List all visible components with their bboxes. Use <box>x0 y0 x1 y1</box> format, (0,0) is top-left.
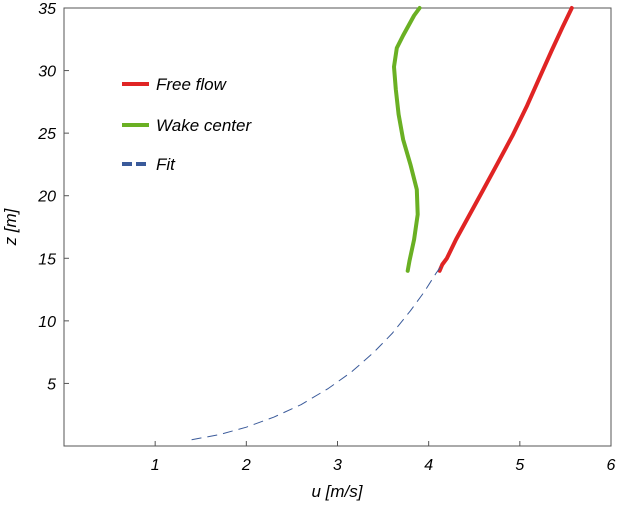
x-axis-label: u [m/s] <box>311 482 363 501</box>
y-axis-label: z [m] <box>1 207 20 246</box>
series-layer <box>191 6 574 441</box>
y-tick-label: 10 <box>38 314 56 331</box>
x-tick-label: 4 <box>424 457 433 474</box>
legend-label: Wake center <box>156 116 252 135</box>
series-line-wake-center <box>392 6 422 273</box>
series-line-free-flow <box>437 6 574 273</box>
x-tick-label: 3 <box>333 457 342 474</box>
y-tick-label: 20 <box>37 189 56 206</box>
x-tick-label: 1 <box>151 457 160 474</box>
legend-label: Fit <box>156 155 176 174</box>
x-tick-label: 2 <box>241 457 251 474</box>
y-tick-label: 30 <box>38 64 56 81</box>
x-tick-label: 6 <box>607 457 616 474</box>
legend-label: Free flow <box>156 75 228 94</box>
plot-frame <box>63 7 612 447</box>
y-tick-label: 35 <box>38 1 56 18</box>
ticks: 1 2 3 4 5 6 5 10 15 20 25 30 35 <box>37 1 615 474</box>
y-tick-label: 5 <box>47 376 56 393</box>
series-line-fit <box>191 264 443 441</box>
y-tick-label: 25 <box>37 126 56 143</box>
x-tick-label: 5 <box>515 457 524 474</box>
y-tick-label: 15 <box>38 251 56 268</box>
legend: Free flow Wake center Fit <box>122 75 252 174</box>
